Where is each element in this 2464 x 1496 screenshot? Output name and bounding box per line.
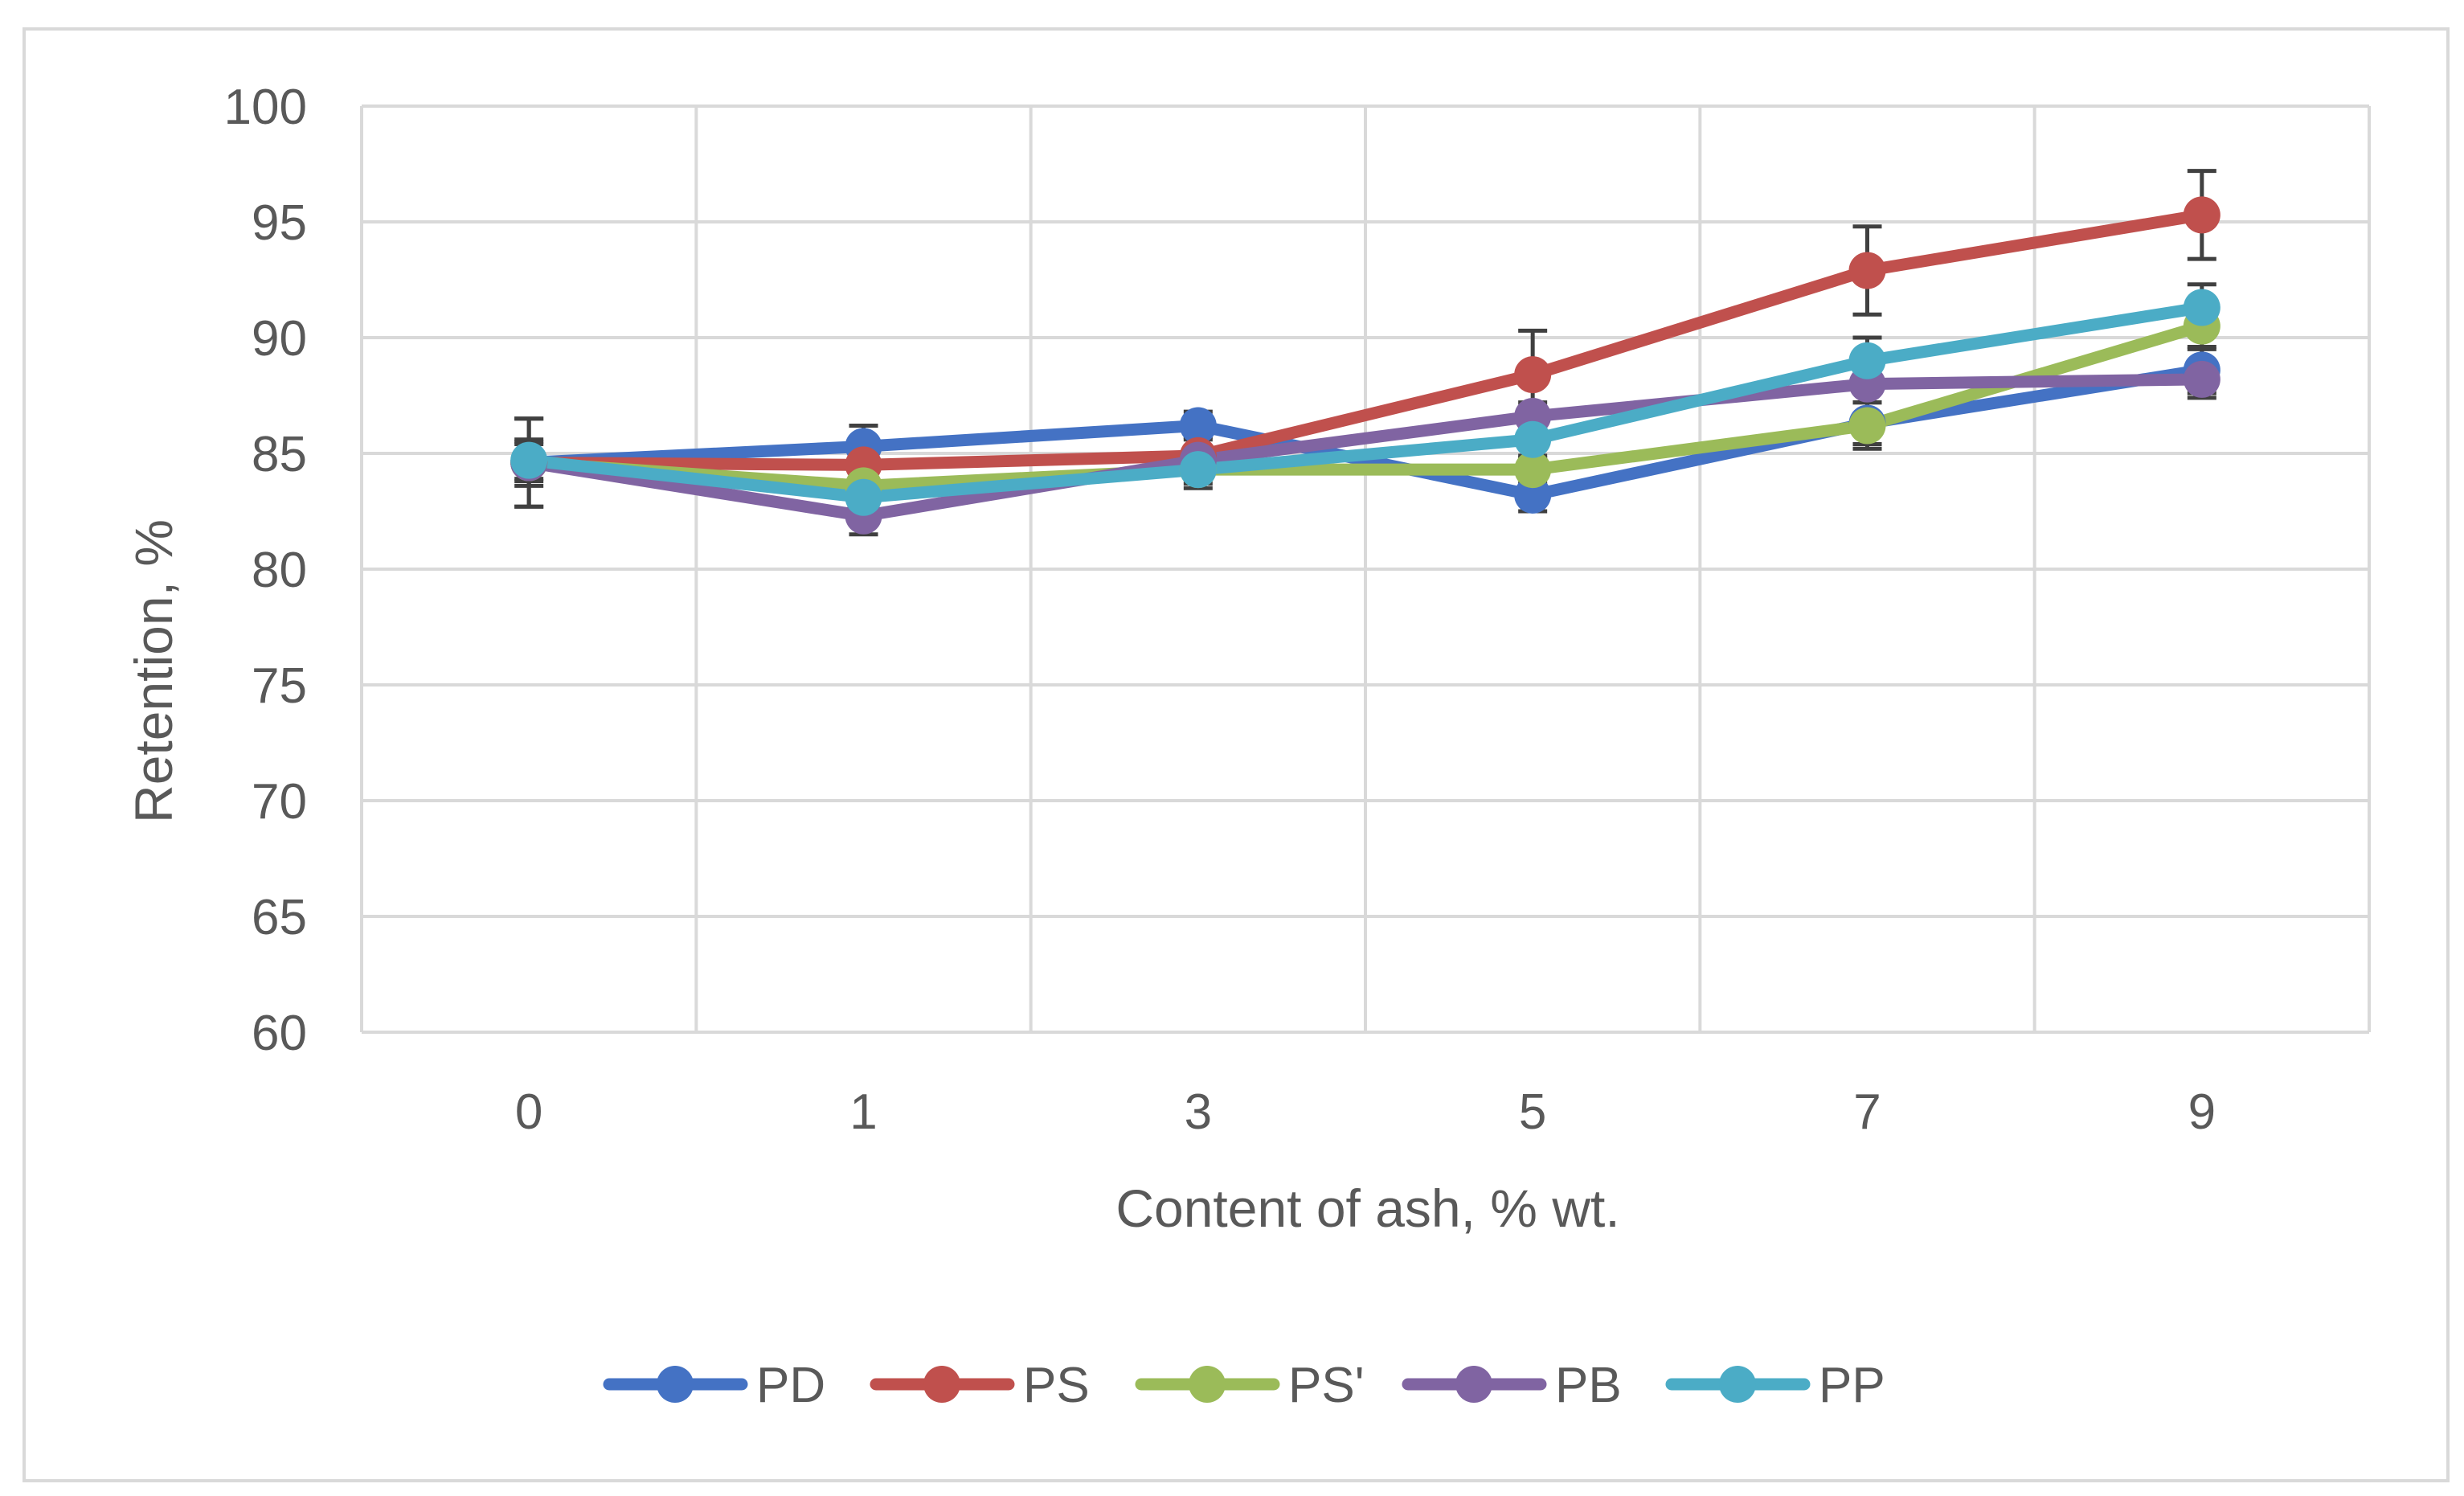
legend-item: PB	[1402, 1358, 1622, 1413]
data-point	[1514, 420, 1552, 458]
series-line-3	[522, 373, 2208, 523]
y-tick-label: 100	[224, 80, 307, 135]
y-tick-label: 90	[252, 311, 307, 367]
legend-item: PS'	[1135, 1358, 1365, 1413]
data-point	[1179, 451, 1217, 489]
legend-label: PB	[1555, 1358, 1622, 1413]
data-point	[1848, 407, 1886, 445]
x-axis-label: Content of ash, % wt.	[1115, 1178, 1619, 1238]
x-tick-label: 9	[2188, 1084, 2216, 1140]
y-tick-label: 95	[252, 195, 307, 251]
y-axis-ticks: 60 65 70 75 80 85 90 95 100	[224, 80, 307, 1061]
y-tick-label: 70	[252, 774, 307, 830]
legend-label: PS	[1023, 1358, 1090, 1413]
legend-label: PS'	[1288, 1358, 1365, 1413]
y-tick-label: 65	[252, 890, 307, 945]
series-lines	[522, 208, 2208, 523]
legend-marker	[1719, 1366, 1756, 1403]
legend-item: PS	[870, 1358, 1090, 1413]
legend: PD PS PS' PB PP	[603, 1358, 1885, 1413]
y-tick-label: 75	[252, 658, 307, 714]
data-point	[1514, 356, 1552, 394]
legend-marker	[1189, 1366, 1226, 1403]
legend-label: PD	[756, 1358, 825, 1413]
series-line-2	[522, 320, 2208, 492]
x-tick-label: 7	[1853, 1084, 1881, 1140]
series-line-1	[522, 208, 2208, 471]
y-tick-label: 85	[252, 427, 307, 482]
data-point	[2183, 289, 2220, 326]
y-tick-label: 60	[252, 1006, 307, 1061]
legend-label: PP	[1819, 1358, 1885, 1413]
x-tick-label: 5	[1519, 1084, 1546, 1140]
legend-marker	[1455, 1366, 1492, 1403]
chart-frame	[23, 27, 2450, 1482]
x-tick-label: 0	[515, 1084, 542, 1140]
y-tick-label: 80	[252, 543, 307, 598]
data-point	[510, 441, 548, 479]
y-axis-label: Retention, %	[124, 519, 183, 823]
data-point	[2183, 360, 2220, 398]
data-point	[1848, 252, 1886, 289]
x-axis-ticks: 0 1 3 5 7 9	[515, 1084, 2216, 1140]
legend-item: PD	[603, 1358, 825, 1413]
x-tick-label: 1	[849, 1084, 877, 1140]
legend-marker	[923, 1366, 960, 1403]
data-point	[1848, 342, 1886, 379]
data-point	[2183, 196, 2220, 234]
data-point	[845, 478, 882, 516]
data-point	[1514, 476, 1552, 514]
legend-marker	[657, 1366, 694, 1403]
series-line-4	[522, 301, 2208, 504]
x-tick-label: 3	[1185, 1084, 1212, 1140]
series-points	[510, 196, 2220, 535]
legend-item: PP	[1665, 1358, 1885, 1413]
data-point	[1514, 451, 1552, 489]
data-point	[1179, 407, 1217, 445]
